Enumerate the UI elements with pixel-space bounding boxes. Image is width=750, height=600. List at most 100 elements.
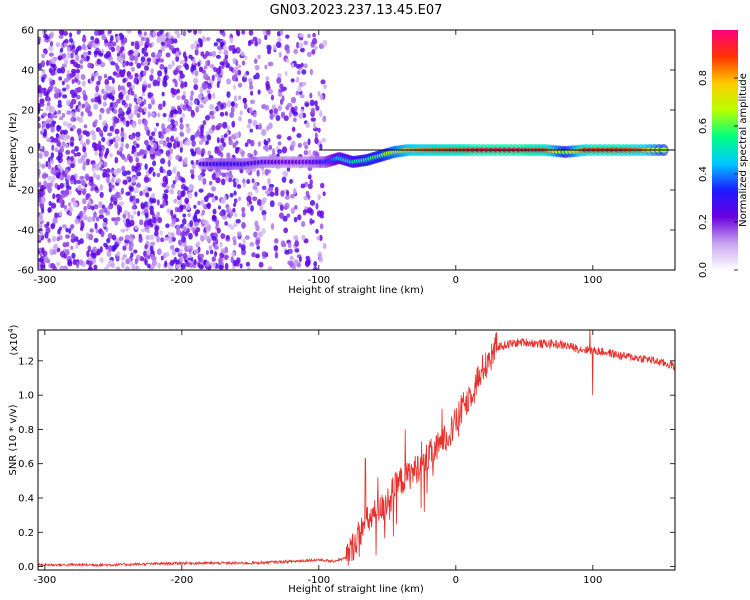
noise-speck (284, 202, 290, 210)
noise-speck (226, 91, 231, 98)
noise-speck (147, 187, 153, 192)
noise-speck (196, 241, 201, 246)
noise-speck (113, 201, 118, 206)
noise-speck (199, 38, 203, 46)
noise-speck (203, 95, 209, 103)
noise-speck (257, 38, 262, 45)
noise-speck (68, 32, 73, 38)
noise-speck (233, 198, 238, 204)
noise-speck (86, 55, 90, 62)
noise-speck (55, 42, 61, 48)
noise-speck (279, 83, 284, 89)
noise-speck (293, 216, 298, 223)
noise-speck (119, 46, 125, 52)
noise-speck (236, 184, 242, 189)
noise-speck (253, 231, 258, 238)
noise-speck (307, 259, 311, 266)
noise-speck (244, 55, 248, 61)
noise-speck (140, 36, 145, 42)
noise-speck (57, 99, 62, 106)
noise-speck (98, 209, 104, 215)
noise-speck (94, 96, 100, 103)
noise-speck (121, 136, 125, 143)
noise-speck (295, 63, 301, 69)
noise-speck (120, 131, 125, 138)
noise-speck (119, 70, 125, 78)
noise-speck (170, 135, 175, 142)
noise-speck (165, 150, 171, 157)
noise-speck (297, 214, 302, 221)
noise-speck (170, 109, 174, 117)
noise-speck (132, 123, 136, 129)
noise-speck (199, 234, 204, 242)
noise-speck (211, 173, 217, 181)
noise-speck (228, 136, 232, 142)
noise-speck (50, 57, 57, 65)
noise-speck (204, 115, 211, 121)
noise-speck (144, 163, 148, 170)
snr-scale-label: (x104) (7, 324, 20, 355)
noise-speck (118, 93, 124, 101)
noise-speck (82, 161, 88, 166)
noise-speck (126, 120, 130, 126)
snr-series-line (38, 330, 675, 568)
noise-speck (43, 128, 47, 136)
noise-speck (183, 231, 189, 237)
noise-speck (135, 157, 140, 163)
noise-speck (224, 262, 229, 270)
noise-speck (82, 164, 86, 171)
noise-speck (135, 143, 140, 149)
noise-speck (128, 260, 134, 266)
noise-speck (187, 213, 192, 218)
snr-x-tick-label: -100 (307, 575, 330, 586)
noise-speck (49, 113, 55, 119)
noise-speck (261, 209, 267, 216)
noise-speck (319, 110, 323, 117)
noise-speck (259, 204, 264, 212)
noise-speck (247, 267, 251, 270)
noise-speck (82, 130, 88, 135)
noise-speck (65, 234, 70, 239)
noise-speck (315, 229, 319, 234)
noise-speck (275, 115, 281, 122)
noise-speck (174, 175, 179, 183)
noise-speck (313, 260, 318, 268)
noise-speck (320, 79, 326, 85)
noise-speck (163, 189, 169, 194)
noise-speck (149, 234, 155, 241)
noise-speck (82, 187, 87, 194)
noise-speck (248, 84, 254, 90)
noise-speck (205, 260, 210, 268)
noise-speck (217, 205, 222, 210)
noise-speck (214, 148, 219, 154)
noise-speck (243, 103, 248, 110)
snr-y-tick-label: 0.0 (18, 562, 34, 573)
noise-speck (80, 74, 86, 80)
noise-speck (103, 207, 108, 214)
noise-speck (292, 187, 297, 195)
noise-speck (137, 118, 142, 125)
noise-speck (151, 131, 156, 137)
noise-speck (167, 32, 171, 39)
noise-speck (87, 245, 92, 251)
noise-speck (210, 186, 217, 192)
noise-speck (133, 187, 139, 194)
noise-speck (85, 194, 90, 201)
noise-speck (178, 199, 182, 205)
noise-speck (58, 116, 64, 121)
noise-speck (151, 260, 158, 267)
noise-speck (237, 64, 242, 69)
noise-speck (254, 58, 258, 64)
noise-speck (44, 49, 48, 55)
noise-speck (152, 171, 156, 177)
snr-frame (37, 329, 676, 571)
figure-title: GN03.2023.237.13.45.E07 (270, 3, 443, 18)
noise-speck (110, 86, 115, 91)
noise-speck (145, 234, 151, 240)
noise-speck (94, 119, 98, 125)
noise-speck (167, 124, 173, 129)
noise-speck (317, 127, 321, 133)
noise-speck (70, 52, 74, 59)
noise-speck (247, 78, 253, 83)
noise-speck (45, 160, 49, 168)
